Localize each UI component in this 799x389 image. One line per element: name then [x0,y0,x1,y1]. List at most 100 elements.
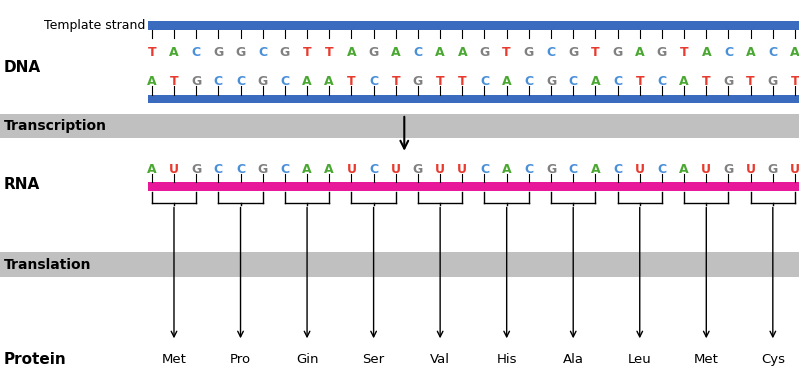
Text: A: A [147,75,157,88]
Text: T: T [635,75,644,88]
Text: G: G [280,46,290,59]
Text: T: T [680,46,689,59]
Text: C: C [280,163,289,176]
Text: U: U [169,163,179,176]
Text: A: A [302,75,312,88]
Text: G: G [613,46,622,59]
Text: DNA: DNA [4,60,41,75]
Text: C: C [480,75,489,88]
Text: U: U [435,163,445,176]
Text: U: U [702,163,711,176]
Text: His: His [496,353,517,366]
Text: A: A [502,75,511,88]
Text: G: G [213,46,224,59]
Text: T: T [591,46,600,59]
Bar [0,252,799,277]
Text: Protein: Protein [4,352,67,367]
Text: T: T [503,46,511,59]
Text: Gin: Gin [296,353,318,366]
Text: C: C [613,163,622,176]
Text: A: A [347,46,356,59]
Text: A: A [324,75,334,88]
Text: G: G [236,46,245,59]
Text: G: G [723,75,733,88]
Text: A: A [790,46,799,59]
Text: T: T [746,75,755,88]
Text: G: G [413,75,423,88]
Text: U: U [634,163,645,176]
Text: G: G [546,75,556,88]
Text: Pro: Pro [230,353,251,366]
Text: C: C [547,46,555,59]
Text: C: C [524,163,534,176]
Text: Ser: Ser [363,353,384,366]
Text: C: C [369,75,378,88]
Text: C: C [658,163,666,176]
Text: Translation: Translation [4,258,92,272]
Text: C: C [214,163,223,176]
Bar [148,95,799,103]
Text: G: G [523,46,534,59]
Text: U: U [457,163,467,176]
Text: Met: Met [694,353,719,366]
Text: C: C [280,75,289,88]
Text: Cys: Cys [761,353,785,366]
Text: U: U [391,163,401,176]
Text: G: G [479,46,490,59]
Text: C: C [569,163,578,176]
Text: T: T [458,75,467,88]
Text: G: G [768,75,778,88]
Text: A: A [590,75,600,88]
Text: T: T [392,75,400,88]
Text: C: C [192,46,201,59]
Bar [148,21,799,30]
Text: G: G [257,163,268,176]
Text: G: G [546,163,556,176]
Text: A: A [679,75,689,88]
Text: C: C [236,163,245,176]
Text: T: T [303,46,312,59]
Text: A: A [435,46,445,59]
Text: RNA: RNA [4,177,40,192]
Text: A: A [147,163,157,176]
Text: C: C [769,46,777,59]
Text: Transcription: Transcription [4,119,107,133]
Text: A: A [502,163,511,176]
Text: G: G [413,163,423,176]
Text: G: G [368,46,379,59]
Text: C: C [214,75,223,88]
Text: T: T [702,75,710,88]
Text: C: C [480,163,489,176]
Text: A: A [702,46,711,59]
Text: G: G [568,46,578,59]
Text: C: C [569,75,578,88]
Text: A: A [679,163,689,176]
Text: G: G [768,163,778,176]
Text: G: G [191,163,201,176]
Text: C: C [658,75,666,88]
Text: A: A [169,46,179,59]
Text: A: A [745,46,756,59]
Text: Met: Met [161,353,186,366]
Text: T: T [148,46,156,59]
Text: Template strand: Template strand [44,19,145,32]
Text: C: C [524,75,534,88]
Text: G: G [191,75,201,88]
Text: C: C [613,75,622,88]
Text: U: U [790,163,799,176]
Text: U: U [745,163,756,176]
Text: A: A [590,163,600,176]
Text: G: G [657,46,667,59]
Text: A: A [458,46,467,59]
Text: G: G [257,75,268,88]
Text: C: C [724,46,733,59]
Text: C: C [413,46,423,59]
Text: C: C [369,163,378,176]
Text: C: C [236,75,245,88]
Bar [0,114,799,138]
Text: Leu: Leu [628,353,652,366]
Text: A: A [324,163,334,176]
Text: Ala: Ala [562,353,584,366]
Text: Val: Val [430,353,450,366]
Text: T: T [169,75,178,88]
